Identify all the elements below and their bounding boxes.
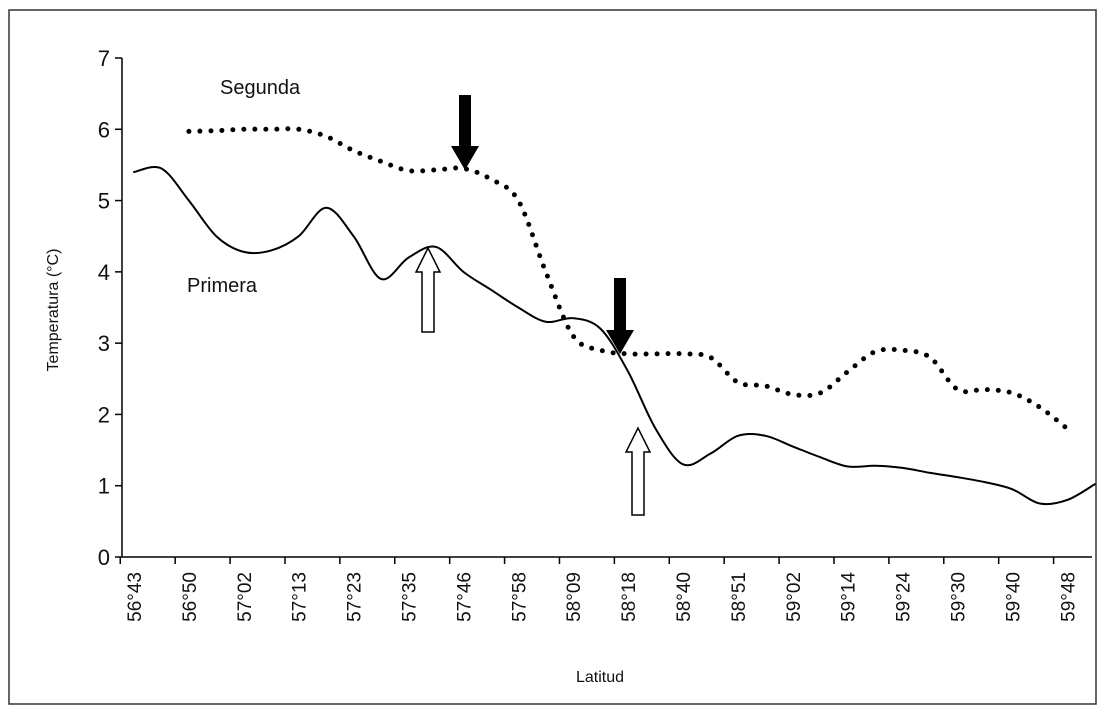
- x-tick-label: 59°48: [1058, 572, 1079, 622]
- y-tick-label: 0: [98, 545, 110, 570]
- x-tick-label: 58°18: [619, 572, 640, 622]
- y-tick-label: 7: [98, 46, 110, 71]
- x-tick-label: 57°23: [345, 572, 366, 622]
- x-tick-label: 59°14: [839, 572, 860, 622]
- x-tick-label: 57°35: [400, 572, 421, 622]
- x-tick-label: 59°30: [949, 572, 970, 622]
- x-axis-label: Latitud: [576, 669, 624, 686]
- y-tick-label: 6: [98, 117, 110, 142]
- arrow: [451, 95, 479, 170]
- x-tick-label: 58°40: [674, 572, 695, 622]
- arrow: [606, 278, 634, 354]
- x-tick-label: 59°40: [1003, 572, 1024, 622]
- x-tick-label: 59°24: [894, 572, 915, 622]
- x-tick-label: 59°02: [784, 572, 805, 622]
- annotation: Primera: [187, 275, 258, 297]
- x-tick-label: 58°51: [729, 572, 750, 622]
- x-tick-label: 57°13: [290, 572, 311, 622]
- x-tick-label: 56°50: [180, 572, 201, 622]
- x-tick-label: 57°02: [235, 572, 256, 622]
- arrow: [414, 246, 442, 333]
- y-tick-label: 2: [98, 402, 110, 427]
- frame: [8, 9, 1097, 705]
- x-tick-label: 57°46: [454, 572, 475, 622]
- y-axis-label: Temperatura (°C): [45, 249, 62, 372]
- y-tick-label: 5: [98, 189, 110, 214]
- line-series: [186, 126, 1070, 432]
- y-tick-label: 3: [98, 331, 110, 356]
- x-tick-label: 58°09: [564, 572, 585, 622]
- line-series: [133, 165, 1096, 506]
- annotation: Segunda: [220, 77, 301, 99]
- y-tick-label: 1: [98, 474, 110, 499]
- arrow: [624, 426, 652, 516]
- x-tick-label: 57°58: [509, 572, 530, 622]
- x-tick-label: 56°43: [125, 572, 146, 622]
- y-tick-label: 4: [98, 260, 110, 285]
